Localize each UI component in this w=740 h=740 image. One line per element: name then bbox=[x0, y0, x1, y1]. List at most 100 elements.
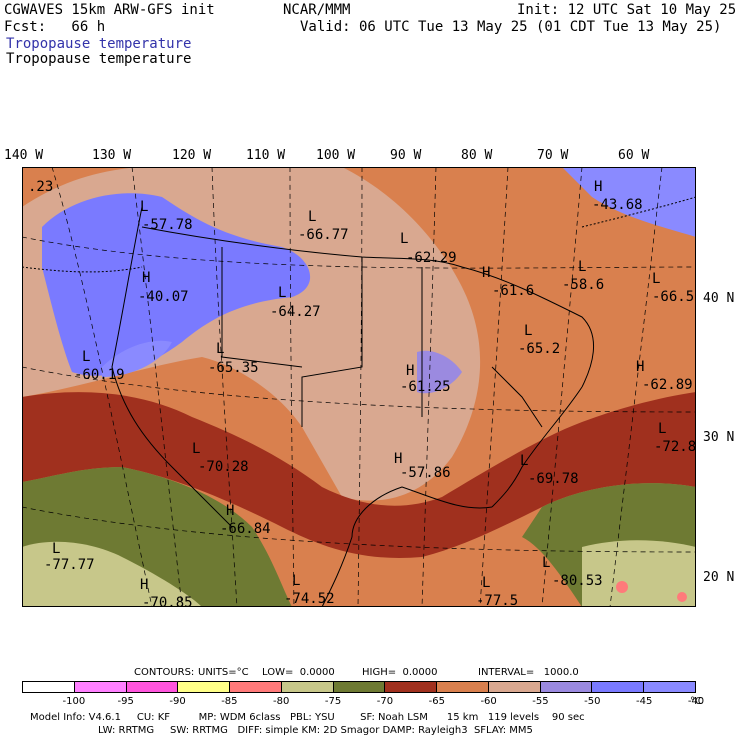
map-label-type: L bbox=[658, 421, 666, 437]
colorbar-swatch bbox=[592, 682, 645, 692]
colorbar-tick-label: -80 bbox=[273, 696, 290, 707]
colorbar-swatch bbox=[644, 682, 695, 692]
tropopause-temperature-map: .23 L -57.78 L -66.77 L -62.29 H -43.68 … bbox=[22, 167, 696, 607]
map-label-type: L bbox=[292, 573, 300, 589]
colorbar-tick-label: -65 bbox=[428, 696, 445, 707]
forecast-hour: Fcst: 66 h bbox=[4, 19, 106, 35]
colorbar-tick-label: -60 bbox=[480, 696, 497, 707]
org-label: NCAR/MMM bbox=[283, 2, 351, 18]
colorbar-tick-label: -50 bbox=[584, 696, 601, 707]
map-label-value: -40.07 bbox=[138, 289, 189, 305]
model-title: CGWAVES 15km ARW-GFS init bbox=[4, 2, 215, 18]
map-label-value: -74.52 bbox=[284, 591, 335, 607]
colorbar-tick-label: -90 bbox=[169, 696, 186, 707]
map-label-value: -66.5 bbox=[652, 289, 694, 305]
map-label-value: -61.25 bbox=[400, 379, 451, 395]
map-label-value: -58.6 bbox=[562, 277, 604, 293]
model-info-line1: Model Info: V4.6.1 CU: KF MP: WDM 6class… bbox=[30, 712, 585, 723]
map-label-type: L bbox=[192, 441, 200, 457]
colorbar-swatch bbox=[540, 682, 593, 692]
colorbar-tick-label: -75 bbox=[324, 696, 342, 707]
colorbar-tick-label: -70 bbox=[376, 696, 394, 707]
map-label-value: -62.89 bbox=[642, 377, 693, 393]
lon-label: 120 W bbox=[172, 148, 212, 163]
map-label-type: L bbox=[216, 341, 224, 357]
colorbar-unit: °C bbox=[690, 696, 702, 707]
contours-low: LOW= 0.0000 bbox=[262, 667, 335, 678]
map-label-value: -77.77 bbox=[44, 557, 95, 573]
lon-label: 70 W bbox=[537, 148, 569, 163]
lon-label: 90 W bbox=[390, 148, 422, 163]
map-label-value: -65.35 bbox=[208, 360, 259, 376]
map-label-type: L bbox=[52, 541, 60, 557]
map-label-type: H bbox=[482, 265, 490, 281]
colorbar-tick-label: -85 bbox=[221, 696, 238, 707]
map-label-type: L bbox=[542, 555, 550, 571]
colorbar-swatch bbox=[178, 682, 231, 692]
map-label-value: -60.19 bbox=[74, 367, 125, 383]
map-label-type: L bbox=[524, 323, 532, 339]
colorbar-swatch bbox=[333, 682, 386, 692]
map-label-value: -69.78 bbox=[528, 471, 579, 487]
map-label-value: -70.85 bbox=[142, 595, 193, 607]
lat-label: 30 N bbox=[703, 430, 735, 445]
map-label-value: -77.5 bbox=[476, 593, 518, 607]
lon-label: 110 W bbox=[246, 148, 286, 163]
contours-units: UNITS=°C bbox=[198, 667, 249, 678]
contours-interval: INTERVAL= 1000.0 bbox=[478, 667, 579, 678]
map-label-type: L bbox=[400, 231, 408, 247]
lon-label: 130 W bbox=[92, 148, 132, 163]
lat-label: 40 N bbox=[703, 291, 735, 306]
map-label-type: L bbox=[482, 575, 490, 591]
colorbar-swatch bbox=[488, 682, 541, 692]
lon-label: 100 W bbox=[316, 148, 356, 163]
colorbar-swatch bbox=[437, 682, 489, 692]
map-label-type: H bbox=[140, 577, 148, 593]
map-label-value: -62.29 bbox=[406, 250, 457, 266]
colorbar-swatch bbox=[281, 682, 334, 692]
map-label-type: L bbox=[578, 259, 586, 275]
contours-label: CONTOURS: bbox=[134, 667, 195, 678]
map-label-value: -43.68 bbox=[592, 197, 643, 213]
init-time: Init: 12 UTC Sat 10 May 25 bbox=[517, 2, 737, 18]
map-label-value: -66.84 bbox=[220, 521, 271, 537]
map-label-value: -80.53 bbox=[552, 573, 603, 589]
colorbar-swatch bbox=[230, 682, 282, 692]
map-label-type: L bbox=[520, 453, 528, 469]
colorbar-swatch bbox=[385, 682, 438, 692]
colorbar-tick-label: -100 bbox=[62, 696, 86, 707]
colorbar-tick-label: -95 bbox=[117, 696, 134, 707]
map-label-value: -66.77 bbox=[298, 227, 349, 243]
map-label-value: -57.78 bbox=[142, 217, 193, 233]
model-info-line2: LW: RRTMG SW: RRTMG DIFF: simple KM: 2D … bbox=[98, 725, 533, 736]
colorbar-tick-label: -45 bbox=[635, 696, 653, 707]
map-label-value: -61.6 bbox=[492, 283, 534, 299]
map-label-type: H bbox=[142, 270, 150, 286]
map-label-type: L bbox=[308, 209, 316, 225]
colorbar-tick-label: -55 bbox=[532, 696, 549, 707]
colorbar-swatch bbox=[74, 682, 127, 692]
colorbar-swatch bbox=[23, 682, 75, 692]
lon-label: 60 W bbox=[618, 148, 650, 163]
contours-high: HIGH= 0.0000 bbox=[362, 667, 438, 678]
field-title-blue: Tropopause temperature bbox=[6, 36, 192, 52]
colorbar-tick-label: -40 bbox=[687, 696, 705, 707]
map-label-value: -72.8 bbox=[654, 439, 696, 455]
map-label-value: -57.86 bbox=[400, 465, 451, 481]
map-label-type: L bbox=[82, 349, 90, 365]
colorbar bbox=[22, 681, 696, 693]
map-label-type: H bbox=[594, 179, 602, 195]
lat-label: 20 N bbox=[703, 570, 735, 585]
map-label-type: L bbox=[652, 271, 660, 287]
corner-value: .23 bbox=[28, 179, 53, 195]
map-label-value: -64.27 bbox=[270, 304, 321, 320]
lon-label: 140 W bbox=[4, 148, 44, 163]
colorbar-swatch bbox=[126, 682, 179, 692]
map-label-type: L bbox=[140, 199, 148, 215]
map-label-type: H bbox=[226, 503, 234, 519]
map-label-value: -70.28 bbox=[198, 459, 249, 475]
map-label-type: H bbox=[394, 451, 402, 467]
lon-label: 80 W bbox=[461, 148, 493, 163]
map-label-type: L bbox=[278, 285, 286, 301]
valid-time: Valid: 06 UTC Tue 13 May 25 (01 CDT Tue … bbox=[300, 19, 722, 35]
